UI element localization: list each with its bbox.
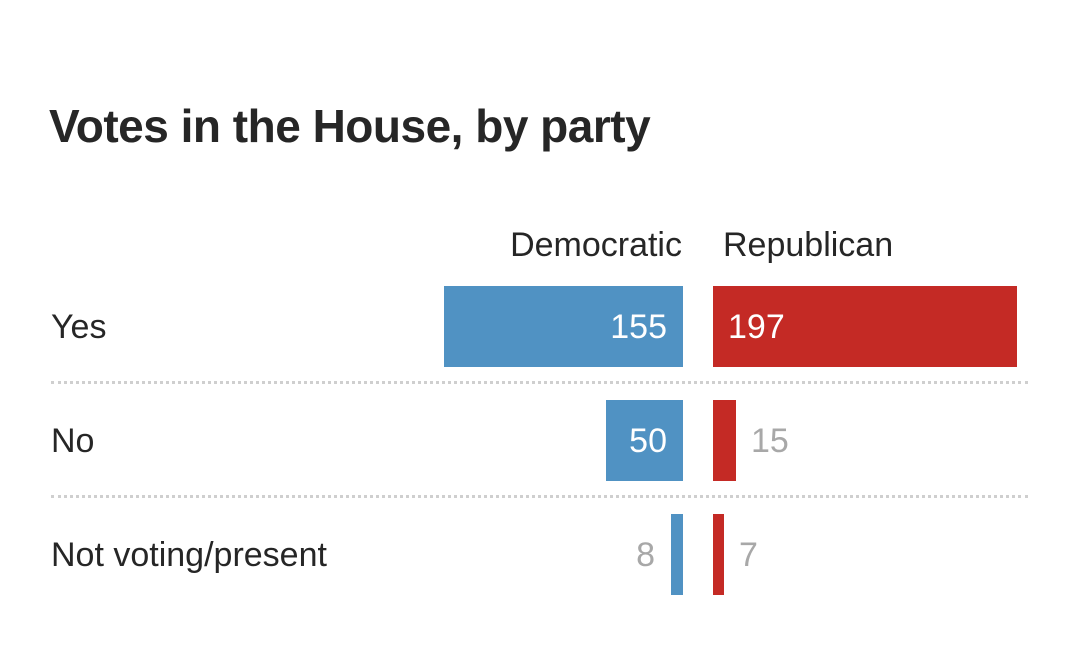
value-label-republican-not-voting-present: 7 xyxy=(739,535,758,574)
row-divider xyxy=(51,495,1028,498)
bar-republican-no xyxy=(713,400,736,481)
bar-democratic-no xyxy=(606,400,683,481)
bar-republican-not-voting-present xyxy=(713,514,724,595)
row-divider xyxy=(51,381,1028,384)
value-label-republican-yes: 197 xyxy=(728,307,785,346)
row-label-not-voting-present: Not voting/present xyxy=(51,535,327,574)
row-label-no: No xyxy=(51,421,95,460)
bar-democratic-not-voting-present xyxy=(671,514,683,595)
value-label-democratic-yes: 155 xyxy=(610,307,667,346)
bar-republican-yes xyxy=(713,286,1017,367)
chart-title: Votes in the House, by party xyxy=(49,100,651,152)
value-label-democratic-not-voting-present: 8 xyxy=(636,535,655,574)
row-label-yes: Yes xyxy=(51,307,107,346)
value-label-republican-no: 15 xyxy=(751,421,789,460)
bar-democratic-yes xyxy=(444,286,683,367)
column-header-republican: Republican xyxy=(723,226,894,264)
value-label-democratic-no: 50 xyxy=(629,421,667,460)
column-header-democratic: Democratic xyxy=(510,226,682,264)
